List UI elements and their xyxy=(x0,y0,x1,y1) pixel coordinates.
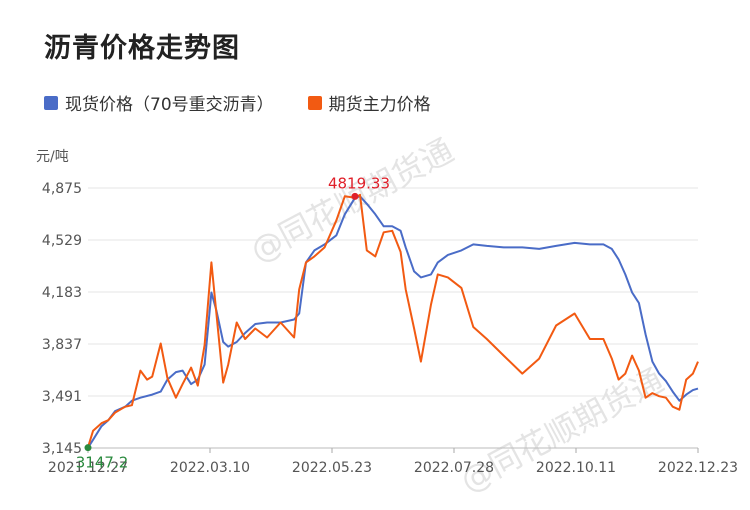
y-tick-label: 3,837 xyxy=(42,337,82,353)
y-tick-label: 4,529 xyxy=(42,233,82,249)
y-axis-unit: 元/吨 xyxy=(36,149,69,165)
page-title: 沥青价格走势图 xyxy=(44,33,240,64)
legend-label-spot: 现货价格（70号重交沥青） xyxy=(65,95,274,115)
spot-price-line xyxy=(87,195,699,449)
chart-legend: 现货价格（70号重交沥青） 期货主力价格 xyxy=(44,90,465,115)
grid-lines xyxy=(88,187,698,449)
annotations: 4819.33 3147.2 xyxy=(76,174,390,471)
y-tick-label: 4,183 xyxy=(42,285,82,301)
watermark-bottom: @同花顺期货通 xyxy=(454,361,670,500)
legend-swatch-futures xyxy=(307,95,322,110)
watermark-top: @同花顺期货通 xyxy=(244,131,460,270)
x-axis-ticks: 2021.12.27 2022.03.10 2022.05.23 2022.07.28… xyxy=(48,448,738,476)
min-point-label: 3147.2 xyxy=(76,454,129,472)
x-tick-label: 2022.07.28 xyxy=(414,460,494,476)
y-tick-label: 3,145 xyxy=(42,441,82,457)
y-axis-ticks: 4,875 4,529 4,183 3,837 3,491 3,145 xyxy=(42,181,82,457)
legend-item-spot[interactable]: 现货价格（70号重交沥青） xyxy=(44,90,274,115)
x-tick-label: 2022.12.23 xyxy=(658,460,738,476)
min-point-marker xyxy=(84,444,92,452)
legend-swatch-spot xyxy=(44,95,58,110)
series-lines xyxy=(87,193,699,449)
legend-label-futures: 期货主力价格 xyxy=(328,95,431,115)
legend-item-futures[interactable]: 期货主力价格 xyxy=(307,90,431,115)
y-tick-label: 3,491 xyxy=(42,389,82,405)
max-point-label: 4819.33 xyxy=(328,174,390,192)
x-tick-label: 2022.10.11 xyxy=(536,460,616,476)
y-tick-label: 4,875 xyxy=(42,181,82,197)
x-tick-label: 2022.05.23 xyxy=(292,460,372,476)
x-tick-label: 2021.12.27 xyxy=(48,460,128,476)
futures-price-line xyxy=(87,193,699,448)
x-tick-label: 2022.03.10 xyxy=(170,460,250,476)
max-point-marker xyxy=(351,192,359,200)
